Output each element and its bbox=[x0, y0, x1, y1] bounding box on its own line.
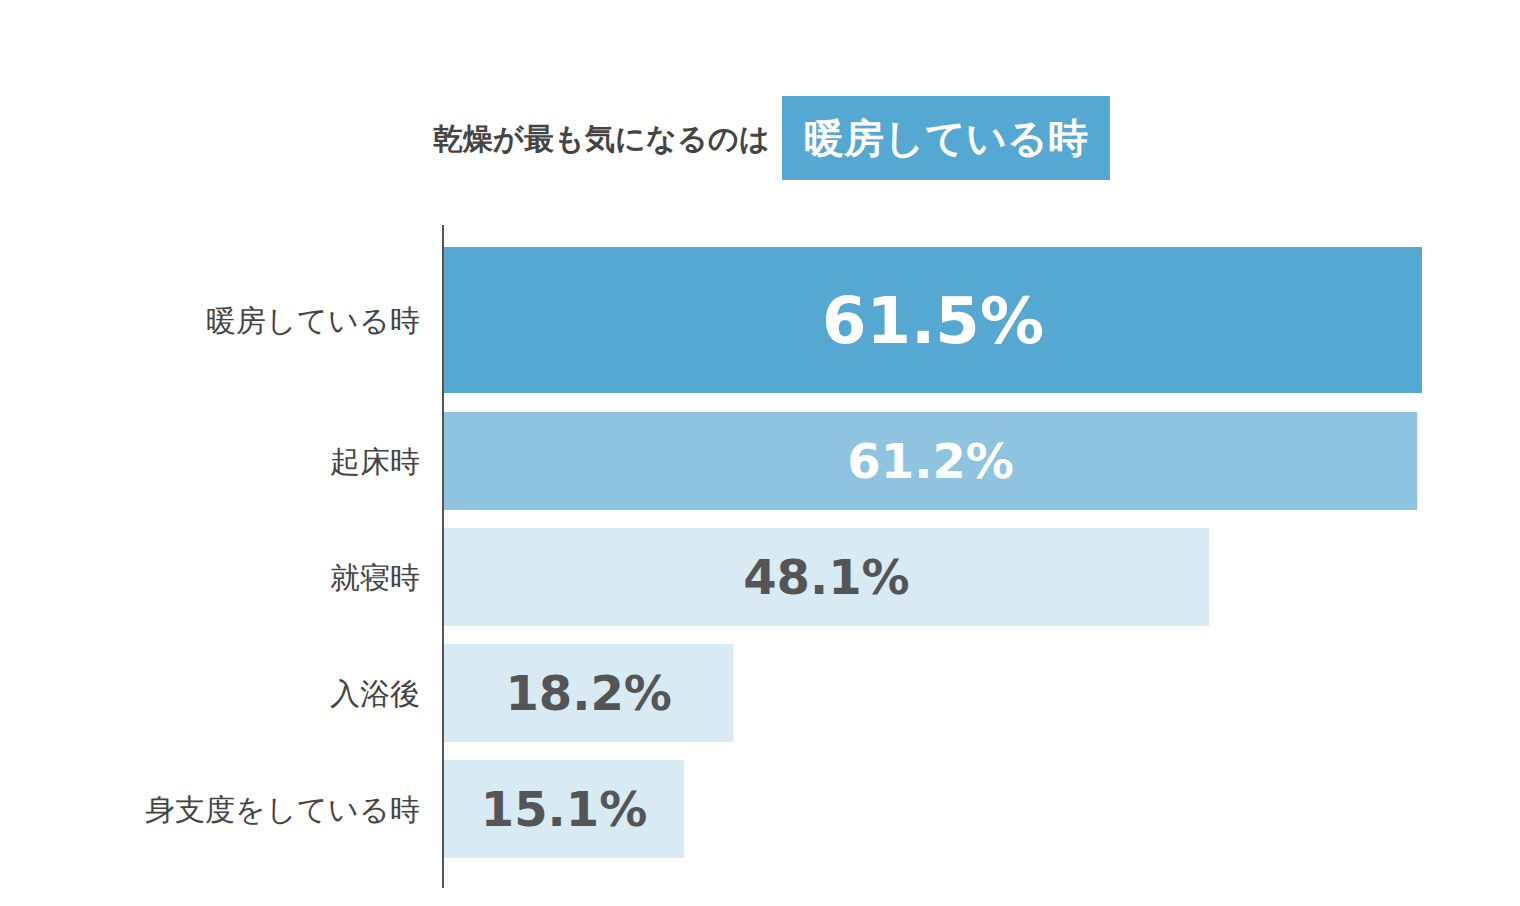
data-label: 61.2% bbox=[847, 433, 1014, 489]
data-label: 48.1% bbox=[743, 549, 910, 605]
category-label: 入浴後 bbox=[330, 676, 420, 711]
data-label: 61.5% bbox=[822, 284, 1044, 358]
category-label: 身支度をしている時 bbox=[145, 792, 420, 827]
bars bbox=[444, 247, 1422, 858]
bar bbox=[444, 644, 733, 742]
chart-container: 乾燥が最も気になるのは暖房している時暖房している時61.5%起床時61.2%就寝… bbox=[0, 0, 1520, 906]
bar bbox=[444, 760, 684, 858]
bar bbox=[444, 528, 1209, 626]
subtitle-box bbox=[782, 96, 1110, 180]
data-label: 15.1% bbox=[481, 781, 648, 837]
bar bbox=[444, 247, 1422, 393]
subtitle: 暖房している時 bbox=[804, 115, 1088, 161]
category-label: 就寝時 bbox=[330, 560, 420, 595]
bar bbox=[444, 412, 1417, 510]
data-label: 18.2% bbox=[505, 665, 672, 721]
category-label: 暖房している時 bbox=[206, 303, 420, 338]
title: 乾燥が最も気になるのは bbox=[433, 121, 770, 156]
labels: 暖房している時 61.5% 起床時 61.2% 就寝時 48.1% 入浴後 18.2% 身支度を… bbox=[145, 284, 1044, 837]
category-label: 起床時 bbox=[330, 444, 420, 479]
axis-line bbox=[442, 225, 444, 888]
chart-svg: 乾燥が最も気になるのは暖房している時暖房している時61.5%起床時61.2%就寝… bbox=[0, 0, 1520, 906]
